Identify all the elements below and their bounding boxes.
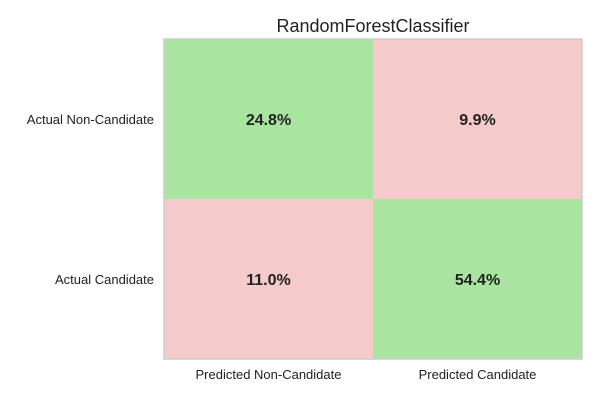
heatmap-cells bbox=[164, 39, 582, 359]
heatmap-cell-r0-c0 bbox=[164, 39, 373, 199]
chart-title: RandomForestClassifier bbox=[276, 16, 469, 36]
heatmap-cell-r1-c1 bbox=[373, 199, 582, 359]
row-tick-label-0: Actual Non-Candidate bbox=[27, 112, 154, 127]
heatmap-cell-r0-c1 bbox=[373, 39, 582, 199]
heatmap-cell-r1-c0 bbox=[164, 199, 373, 359]
cell-value-label-r0-c0: 24.8% bbox=[246, 112, 291, 129]
cell-value-label-r1-c0: 11.0% bbox=[246, 272, 290, 289]
cell-value-label-r0-c1: 9.9% bbox=[459, 112, 495, 129]
plot-frame bbox=[163, 38, 583, 360]
col-tick-label-0: Predicted Non-Candidate bbox=[196, 367, 342, 382]
heatmap-labels: 24.8% 9.9% 11.0% 54.4% Actual Non-Candidate A… bbox=[27, 112, 537, 382]
cell-value-label-r1-c1: 54.4% bbox=[455, 272, 500, 289]
col-tick-label-1: Predicted Candidate bbox=[419, 367, 537, 382]
row-tick-label-1: Actual Candidate bbox=[55, 272, 154, 287]
